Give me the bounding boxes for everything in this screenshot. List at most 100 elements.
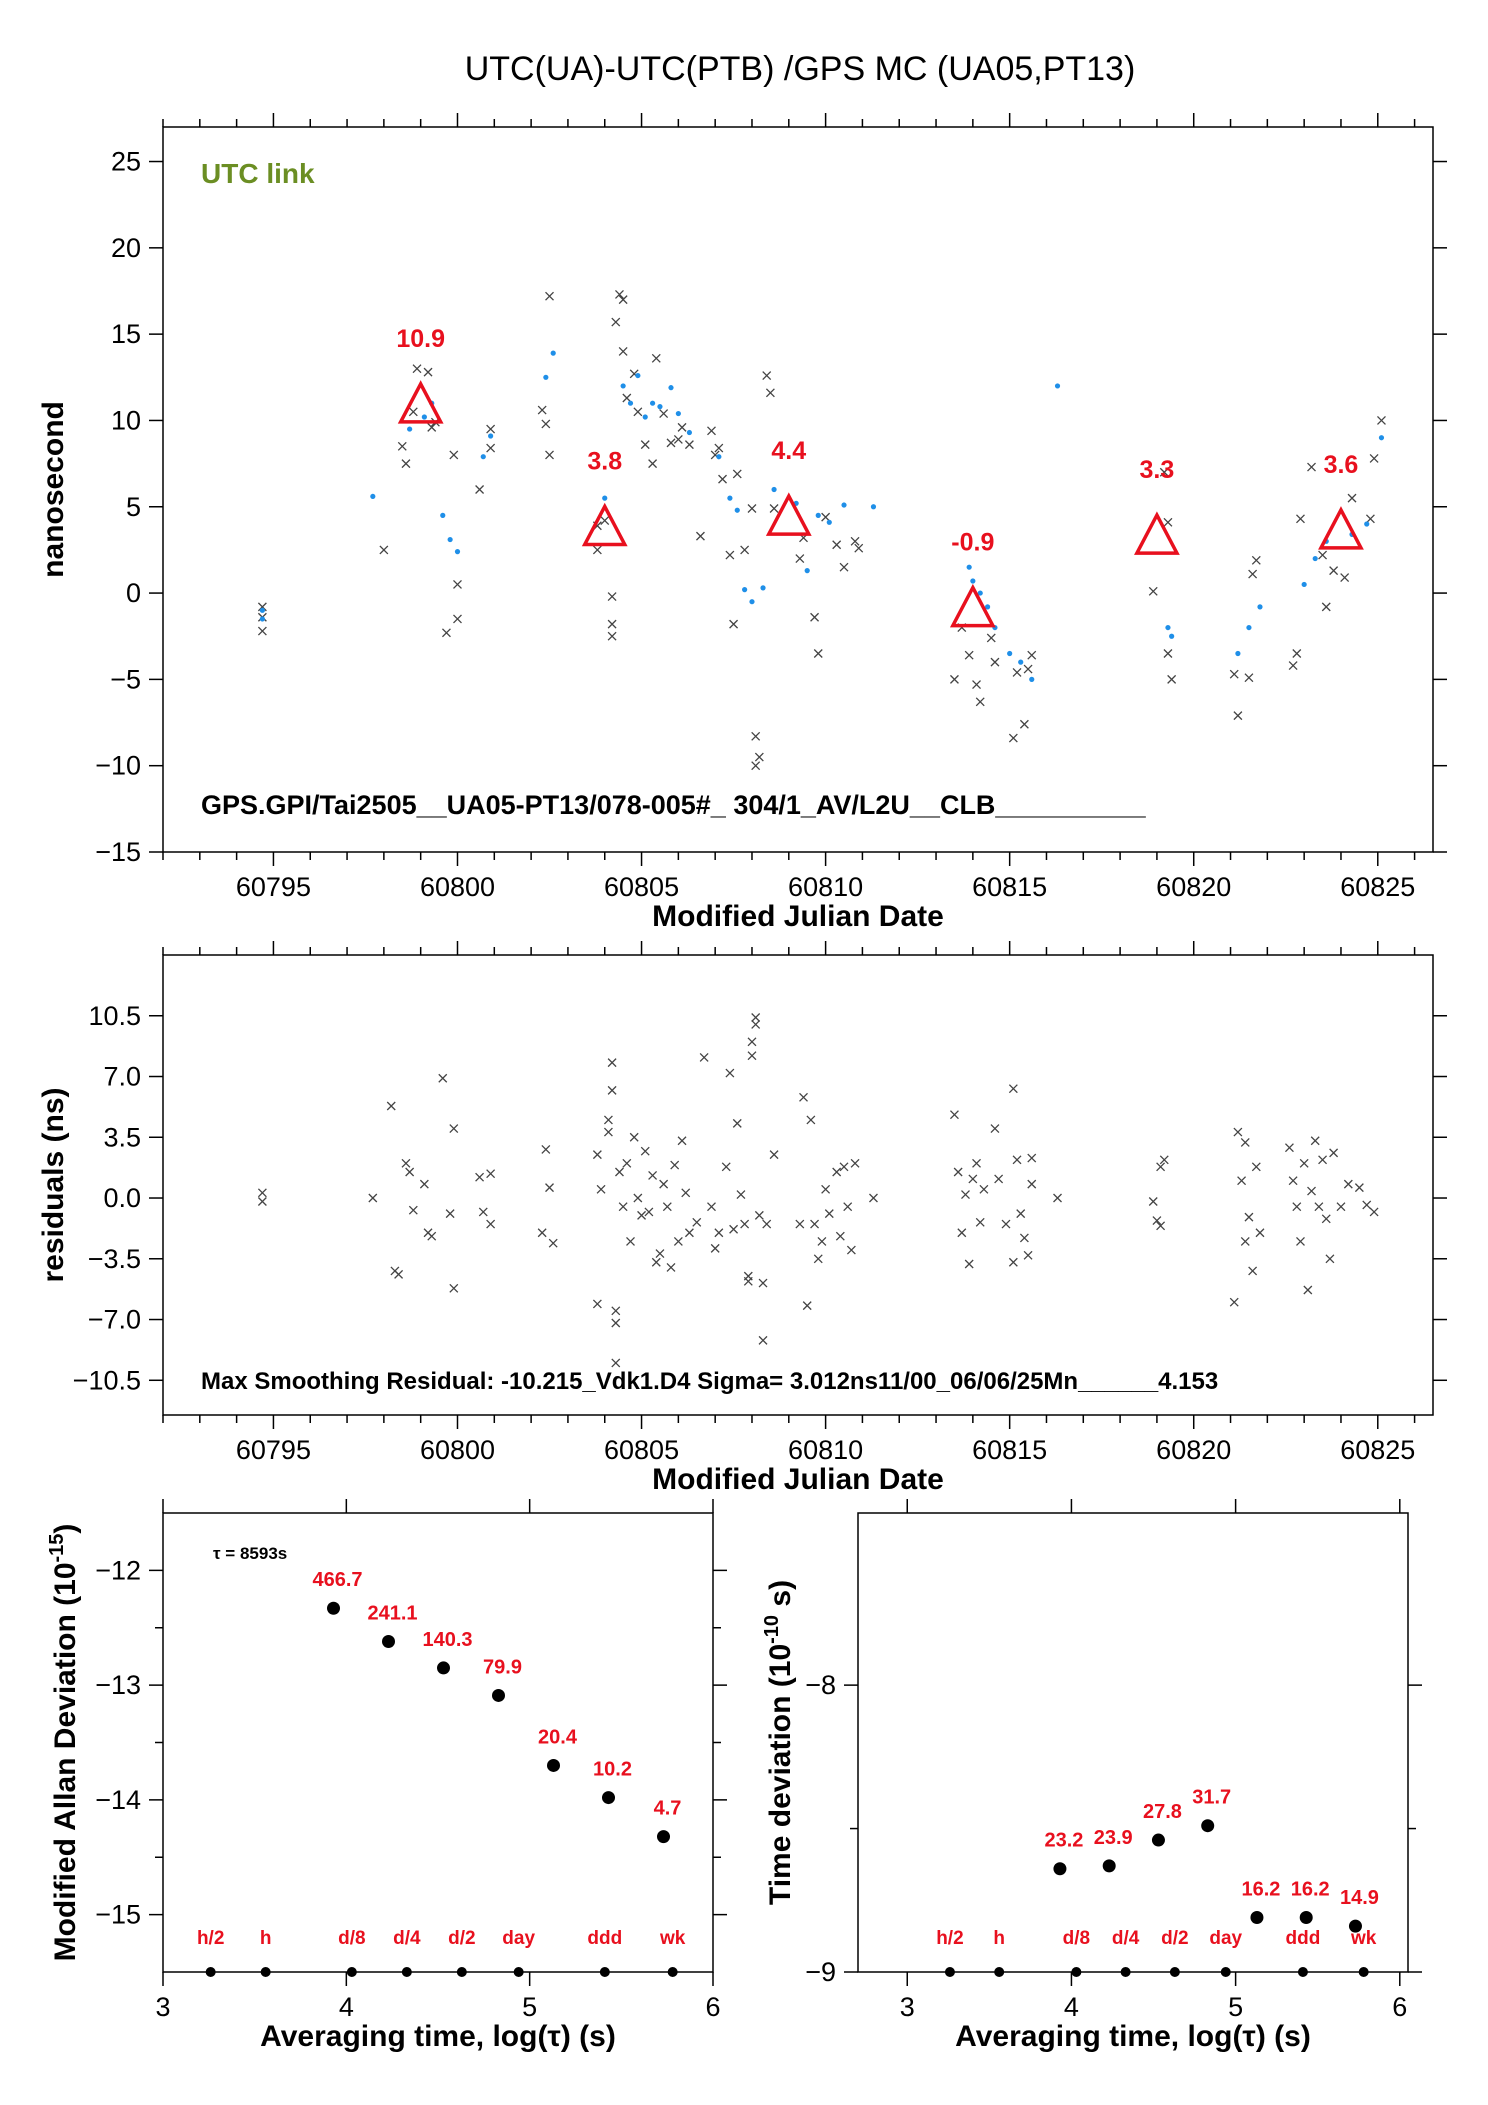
data-point-x [821, 512, 831, 522]
time-marker-dot [513, 1967, 524, 1977]
residual-point-x [832, 1167, 842, 1177]
time-marker-label: d/2 [1161, 1928, 1188, 1949]
data-point-x [1248, 569, 1258, 579]
link-id-footer: GPS.GPI/Tai2505__UA05-PT13/078-005#_ 304… [201, 790, 1147, 820]
stability-point-label: 4.7 [654, 1798, 682, 1820]
x-tick-label: 60805 [604, 872, 679, 902]
time-marker-dot [944, 1967, 955, 1977]
time-marker-label: h/2 [936, 1928, 963, 1949]
x-tick-label: 60810 [788, 1435, 863, 1465]
data-point-x [1296, 514, 1305, 524]
data-point-x [545, 291, 554, 301]
residual-point-x [386, 1101, 396, 1111]
y-tick-label: 0 [126, 578, 141, 608]
time-marker-label: ddd [587, 1928, 622, 1949]
residual-point-x [640, 1146, 650, 1156]
stability-point-label: 140.3 [422, 1629, 472, 1651]
residual-point-x [762, 1219, 772, 1229]
residual-point-x [964, 1259, 974, 1269]
residual-point-x [603, 1127, 613, 1137]
residual-point-x [732, 1118, 742, 1128]
data-point-dot [627, 400, 634, 406]
residual-point-x [684, 1228, 694, 1238]
y-tick-label: −7.0 [88, 1305, 141, 1335]
residual-point-x [537, 1228, 547, 1238]
stability-point-label: 466.7 [312, 1569, 362, 1591]
x-tick-label: 6 [705, 1992, 720, 2022]
residual-point-x [637, 1210, 647, 1220]
residual-point-x [1148, 1197, 1158, 1206]
data-point-x [622, 393, 632, 403]
data-point-x [1148, 586, 1158, 596]
residual-point-x [427, 1231, 437, 1241]
residual-point-x [1318, 1155, 1328, 1165]
residual-point-x [449, 1124, 459, 1134]
data-point-x [813, 649, 823, 658]
time-marker-label: d/8 [338, 1928, 365, 1949]
data-point-dot [1018, 659, 1024, 665]
data-point-x [1244, 673, 1254, 683]
data-point-x [714, 443, 724, 453]
x-axis-label: Modified Julian Date [652, 900, 944, 933]
data-point-x [401, 459, 411, 469]
residual-point-x [670, 1160, 680, 1170]
data-point-x [412, 364, 422, 374]
data-point-dot [977, 590, 983, 596]
data-point-dot [657, 404, 663, 410]
residual-point-x [257, 1197, 267, 1206]
x-axis-label: Averaging time, log(τ) (s) [955, 2020, 1311, 2053]
data-point-x [648, 459, 658, 469]
data-point-dot [841, 502, 847, 508]
daily-mean-triangle [397, 380, 444, 424]
data-point-dot [407, 426, 413, 432]
residual-point-x [677, 1136, 687, 1146]
data-point-dot [440, 512, 446, 518]
residual-point-x [1240, 1138, 1250, 1147]
residual-point-x [445, 1209, 455, 1219]
data-point-dot [686, 429, 693, 436]
residual-point-x [603, 1115, 613, 1125]
data-point-x [441, 628, 451, 638]
y-tick-label: −15 [95, 837, 141, 867]
data-point-dot [716, 454, 722, 460]
residual-point-x [1307, 1186, 1316, 1196]
daily-mean-triangle [765, 492, 812, 536]
time-marker-dot [667, 1967, 678, 1977]
data-point-dot [259, 607, 265, 613]
x-tick-label: 5 [1228, 1992, 1243, 2022]
residual-point-x [802, 1301, 812, 1311]
data-point-x [537, 405, 547, 415]
data-point-dot [370, 493, 376, 500]
data-point-x [1251, 555, 1261, 565]
residual-point-x [846, 1245, 856, 1255]
data-point-dot [454, 549, 461, 555]
residual-point-x [401, 1158, 411, 1168]
y-tick-label: 25 [111, 147, 141, 177]
x-tick-label: 3 [900, 1992, 915, 2022]
residual-point-x [758, 1278, 768, 1288]
data-point-x [618, 295, 628, 305]
residual-point-x [869, 1193, 878, 1203]
data-point-x [1159, 467, 1169, 477]
residual-point-x [961, 1190, 970, 1200]
residual-point-x [758, 1335, 768, 1345]
stability-point-label: 23.9 [1094, 1827, 1133, 1849]
y-tick-label: 3.5 [103, 1122, 141, 1152]
legend-utc-link: UTC link [201, 158, 315, 189]
data-point-x [541, 419, 551, 429]
data-point-x [751, 761, 761, 771]
residual-point-x [408, 1205, 418, 1215]
data-point-x [677, 422, 687, 432]
residual-point-x [368, 1193, 378, 1203]
time-marker-label: h/2 [197, 1928, 224, 1949]
data-point-x [762, 371, 772, 381]
data-point-dot [1246, 624, 1252, 631]
data-point-x [449, 450, 459, 460]
data-point-dot [984, 604, 991, 610]
residual-point-x [681, 1188, 691, 1198]
residual-point-x [1362, 1200, 1372, 1210]
residual-point-x [1012, 1155, 1022, 1165]
residual-point-x [968, 1174, 978, 1184]
data-point-x [740, 545, 750, 555]
time-marker-label: h [260, 1928, 272, 1949]
